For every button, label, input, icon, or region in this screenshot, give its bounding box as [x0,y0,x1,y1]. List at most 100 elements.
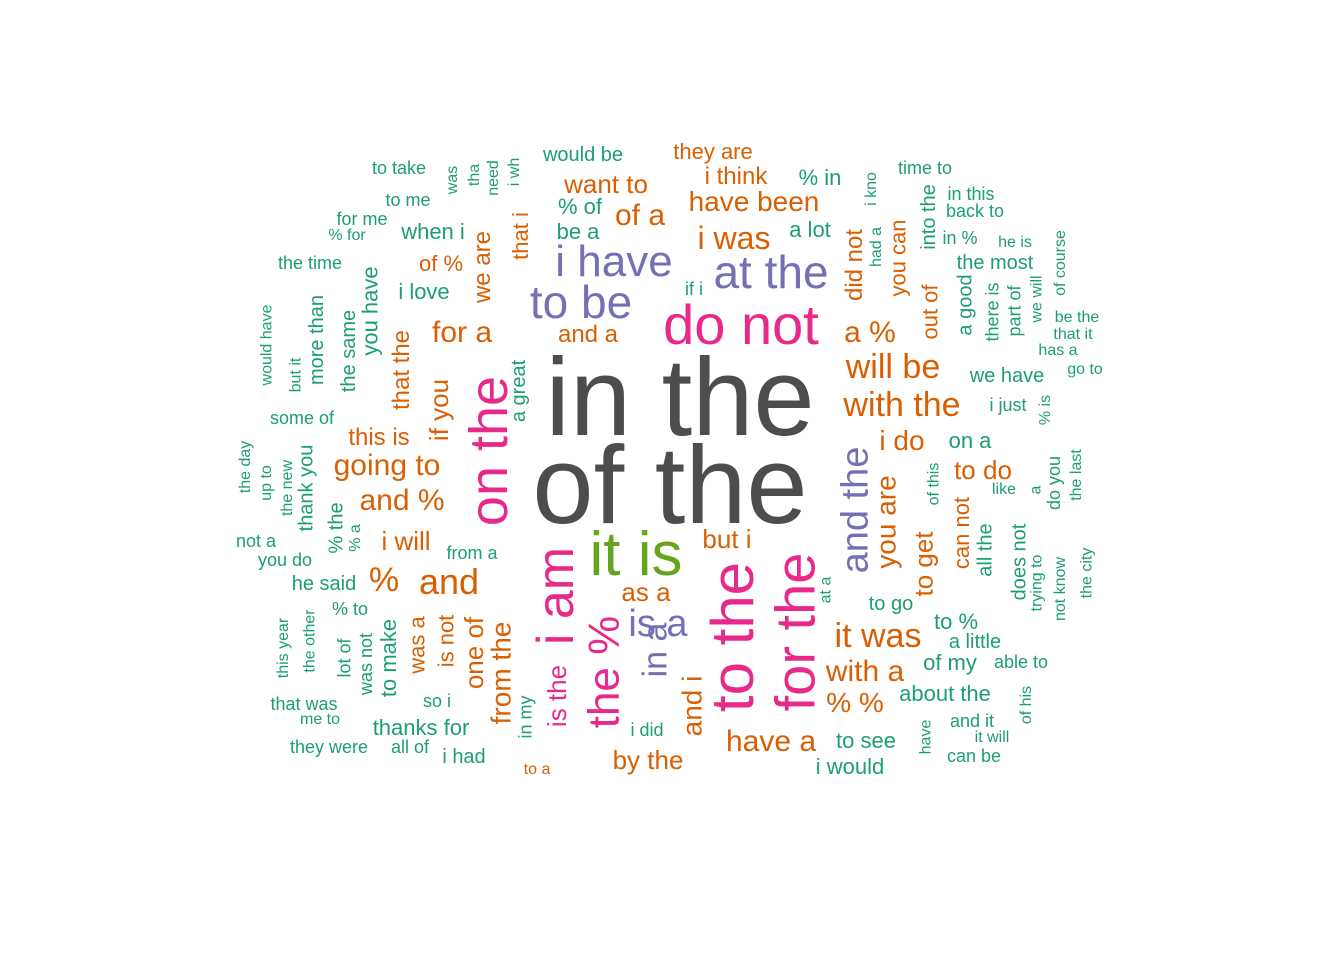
word-item: of course [1052,230,1069,296]
word-item: this year [275,617,292,679]
word-item: go to [1067,361,1103,378]
word-item: with the [843,386,961,424]
word-item: i had [442,746,486,768]
word-item: going to [333,449,441,482]
word-item: a [1027,485,1044,495]
word-item: and % [359,484,445,517]
word-item: that was [270,694,338,714]
word-item: the most [956,252,1034,274]
word-item: to get [909,531,939,597]
word-item: when i [401,219,465,244]
word-item: they are [673,139,753,164]
word-item: time to [897,158,953,178]
word-item: i wh [505,157,523,187]
word-item: we are [468,230,496,304]
word-item: and i [676,675,707,737]
word-item: from the [484,621,516,725]
word-item: the time [277,253,343,273]
word-item: so i [422,691,451,711]
word-item: to me [385,190,431,210]
word-item: it was [834,617,922,655]
word-item: and the [833,446,876,574]
word-item: % to [331,599,369,619]
word-item: % % [826,687,884,718]
word-item: i did [630,720,664,740]
word-item: is a [628,603,688,645]
word-item: i kno [862,172,880,206]
word-item: he is [998,234,1032,251]
word-item: from a [446,543,498,563]
word-item: if you [424,378,454,442]
word-item: have [916,719,934,755]
word-item: for the [762,552,826,712]
word-item: lot of [335,638,355,678]
word-item: had a [867,226,885,268]
word-item: i think [704,163,768,190]
word-item: the same [337,309,360,393]
word-item: is the [542,664,572,728]
word-item: in a [635,622,674,678]
word-item: we have [969,365,1045,387]
word-item: would have [257,304,275,386]
word-item: with a [825,655,905,688]
word-item: the last [1068,449,1085,501]
word-item: not know [1051,556,1069,622]
word-item: in the [545,336,815,459]
word-item: % in [798,165,842,190]
word-item: to be [529,276,633,328]
word-item: a lot [789,217,831,242]
word-item: and [418,561,480,602]
word-item: to make [375,618,401,698]
word-item: i would [815,754,885,779]
word-item: thanks for [372,715,470,740]
word-item: you have [357,266,383,356]
word-item: up to [258,465,275,501]
word-item: % the [326,502,348,554]
word-item: % a [346,524,364,552]
word-item: for me [336,209,388,229]
word-item: that it [1053,326,1093,343]
word-item: of % [418,251,464,276]
word-item: has a [1038,342,1078,359]
word-item: it will [974,729,1010,746]
word-item: of the [532,424,808,547]
word-item: one of [458,616,489,690]
word-item: need [485,160,502,196]
word-item: % for [328,227,366,244]
word-item: i was [697,220,771,256]
word-item: i love [398,279,450,304]
word-item: you can [886,219,911,297]
word-item: was a [404,616,430,674]
word-item: did not [841,228,868,302]
word-item: to a [523,761,551,778]
word-item: it is [589,520,683,589]
word-item: about the [899,681,991,706]
word-item: the % [578,615,628,729]
word-item: in % [942,228,978,248]
word-item: me to [299,711,340,728]
word-item: of my [923,650,977,675]
word-item: to take [371,158,427,178]
word-item: to the [699,561,766,713]
word-item: the new [278,459,296,517]
word-item: back to [945,201,1005,221]
word-item: was not [355,632,376,696]
word-item: have a [725,725,817,758]
word-item: % is [1036,394,1054,426]
word-item: was [443,165,461,195]
word-item: be a [556,219,600,244]
word-item: want to [564,169,648,199]
word-item: if i [685,279,703,299]
word-item: can not [948,496,974,570]
word-item: of his [1018,685,1035,725]
word-item: at a [817,576,834,604]
word-item: of a [614,199,666,232]
word-item: i am [527,546,585,646]
word-item: trying to [1027,554,1045,612]
word-item: by the [612,745,684,775]
word-item: of this [925,462,942,506]
word-item: that i [507,212,533,260]
word-item: does not [1007,523,1030,601]
word-item: do you [1043,455,1064,511]
word-item: thank you [294,444,317,532]
